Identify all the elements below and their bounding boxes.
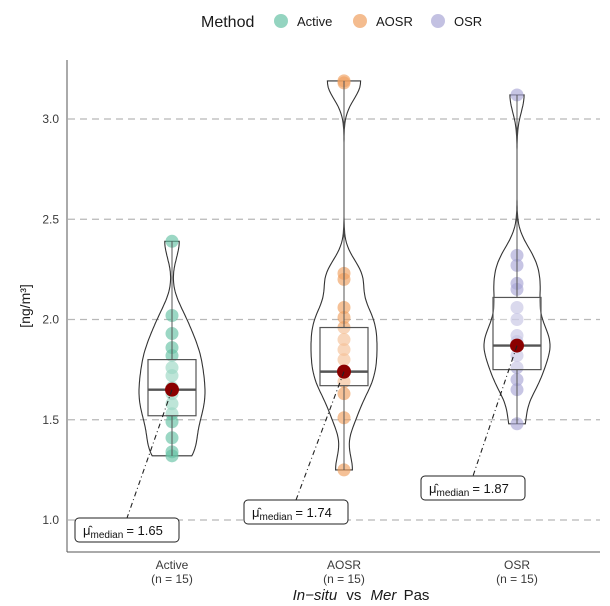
category-label: AOSR (327, 558, 361, 572)
x-axis-label-part-4: Pas (404, 587, 430, 604)
annotation-value: = 1.74 (295, 505, 332, 520)
group-active (138, 234, 206, 463)
annotation-value: = 1.65 (126, 523, 163, 538)
annotation-text: μ̂median = 1.74 (252, 505, 332, 523)
y-tick-label: 2.5 (42, 212, 59, 226)
annotation-text: μ̂median = 1.87 (429, 481, 509, 499)
category-labels: Active(n = 15)AOSR(n = 15)OSR(n = 15) (151, 558, 538, 586)
x-axis-label-part-1: In−situ (293, 587, 338, 604)
legend-swatch-active (274, 14, 288, 28)
x-axis-label: In−situ vs Mer Pas (293, 587, 430, 604)
annotation-symbol: μ̂ (252, 505, 262, 520)
data-point (165, 397, 179, 411)
data-point (165, 361, 179, 375)
box-osr (492, 296, 542, 371)
median-annotation: μ̂median = 1.87 (420, 345, 526, 501)
legend-label-osr: OSR (454, 14, 482, 29)
y-tick-label: 1.5 (42, 413, 59, 427)
category-label: Active (156, 558, 189, 572)
data-point (337, 375, 351, 389)
annotation-box (420, 475, 526, 501)
median-annotation: μ̂median = 1.65 (74, 389, 180, 543)
annotation-box (74, 517, 180, 543)
y-tick-labels: 1.0 1.5 2.0 2.5 3.0 (42, 112, 59, 527)
annotation-text: μ̂median = 1.65 (83, 523, 163, 541)
annotation-symbol: μ̂ (429, 481, 439, 496)
legend-label-aosr: AOSR (376, 14, 413, 29)
x-axis-label-part-3: Mer (371, 587, 398, 604)
data-point (337, 353, 351, 367)
annotation-box (243, 499, 349, 525)
data-point (165, 407, 179, 421)
y-tick-label: 3.0 (42, 112, 59, 126)
median-annotation: μ̂median = 1.74 (243, 371, 349, 525)
legend-label-active: Active (297, 14, 332, 29)
data-point (510, 349, 524, 363)
annotation-connector (472, 345, 518, 477)
data-point (337, 333, 351, 347)
annotation-subscript: median (260, 512, 293, 523)
category-n-label: (n = 15) (323, 572, 365, 586)
y-axis-label: [ng/m³] (17, 284, 33, 328)
data-point (337, 343, 351, 357)
category-n-label: (n = 15) (496, 572, 538, 586)
legend-title: Method (201, 14, 254, 31)
category-label: OSR (504, 558, 530, 572)
y-tick-label: 2.0 (42, 313, 59, 327)
legend-swatch-aosr (353, 14, 367, 28)
legend: Method Active AOSR OSR (201, 14, 482, 31)
category-n-label: (n = 15) (151, 572, 193, 586)
violin-aosr (310, 80, 378, 471)
x-axis-label-part-2: vs (346, 587, 361, 604)
violin-active (138, 240, 206, 457)
annotation-subscript: median (437, 488, 470, 499)
annotation-symbol: μ̂ (83, 523, 93, 538)
annotation-subscript: median (91, 530, 124, 541)
y-tick-label: 1.0 (42, 513, 59, 527)
data-point (510, 329, 524, 343)
data-point (510, 300, 524, 314)
data-point (510, 361, 524, 375)
legend-swatch-osr (431, 14, 445, 28)
plot-area (138, 74, 551, 477)
annotation-value: = 1.87 (472, 481, 509, 496)
annotation-connector (295, 371, 345, 501)
group-osr (483, 88, 551, 431)
data-point (510, 313, 524, 326)
annotations: μ̂median = 1.65μ̂median = 1.74μ̂median = 1.… (74, 345, 526, 543)
group-aosr (310, 74, 378, 477)
